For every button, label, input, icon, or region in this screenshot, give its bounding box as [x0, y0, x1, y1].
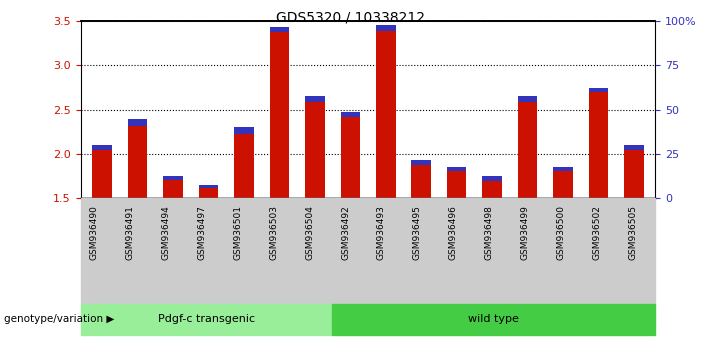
Text: GSM936504: GSM936504 [305, 205, 314, 260]
Text: GSM936494: GSM936494 [161, 205, 170, 260]
Text: GSM936492: GSM936492 [341, 205, 350, 260]
Bar [411, 160, 431, 165]
Bar [625, 145, 644, 198]
Bar [92, 145, 111, 198]
Text: GSM936495: GSM936495 [413, 205, 422, 260]
Text: GSM936497: GSM936497 [198, 205, 206, 260]
Bar [376, 25, 395, 198]
Text: Pdgf-c transgenic: Pdgf-c transgenic [158, 314, 255, 325]
Bar [234, 127, 254, 198]
Bar [270, 27, 289, 32]
Text: GSM936502: GSM936502 [592, 205, 601, 260]
Bar [376, 25, 395, 31]
Text: GSM936500: GSM936500 [557, 205, 566, 260]
Bar [128, 119, 147, 198]
Text: wild type: wild type [468, 314, 519, 325]
Text: GSM936499: GSM936499 [521, 205, 530, 260]
Bar [341, 112, 360, 117]
Text: genotype/variation ▶: genotype/variation ▶ [4, 314, 114, 325]
Bar [198, 185, 218, 188]
Bar [589, 88, 608, 198]
Bar [447, 167, 466, 171]
Bar [482, 176, 502, 198]
Bar [553, 167, 573, 198]
Bar [553, 167, 573, 171]
Bar [518, 97, 538, 102]
Bar [625, 145, 644, 150]
Text: GSM936501: GSM936501 [233, 205, 243, 260]
Text: GSM936503: GSM936503 [269, 205, 278, 260]
Bar [92, 145, 111, 149]
Bar [198, 185, 218, 198]
Bar [163, 176, 183, 180]
Bar [341, 112, 360, 198]
Bar [305, 97, 325, 102]
Text: GSM936491: GSM936491 [125, 205, 135, 260]
Text: GSM936493: GSM936493 [377, 205, 386, 260]
Bar [305, 97, 325, 198]
Text: GSM936496: GSM936496 [449, 205, 458, 260]
Text: GDS5320 / 10338212: GDS5320 / 10338212 [276, 11, 425, 25]
Bar [518, 97, 538, 198]
Bar [447, 167, 466, 198]
Text: GSM936498: GSM936498 [485, 205, 494, 260]
Bar [163, 176, 183, 198]
Bar [411, 160, 431, 198]
Text: GSM936505: GSM936505 [629, 205, 637, 260]
Bar [482, 176, 502, 181]
Bar [270, 28, 289, 198]
Bar [128, 119, 147, 126]
Text: GSM936490: GSM936490 [90, 205, 99, 260]
Bar [589, 87, 608, 92]
Bar [234, 127, 254, 134]
